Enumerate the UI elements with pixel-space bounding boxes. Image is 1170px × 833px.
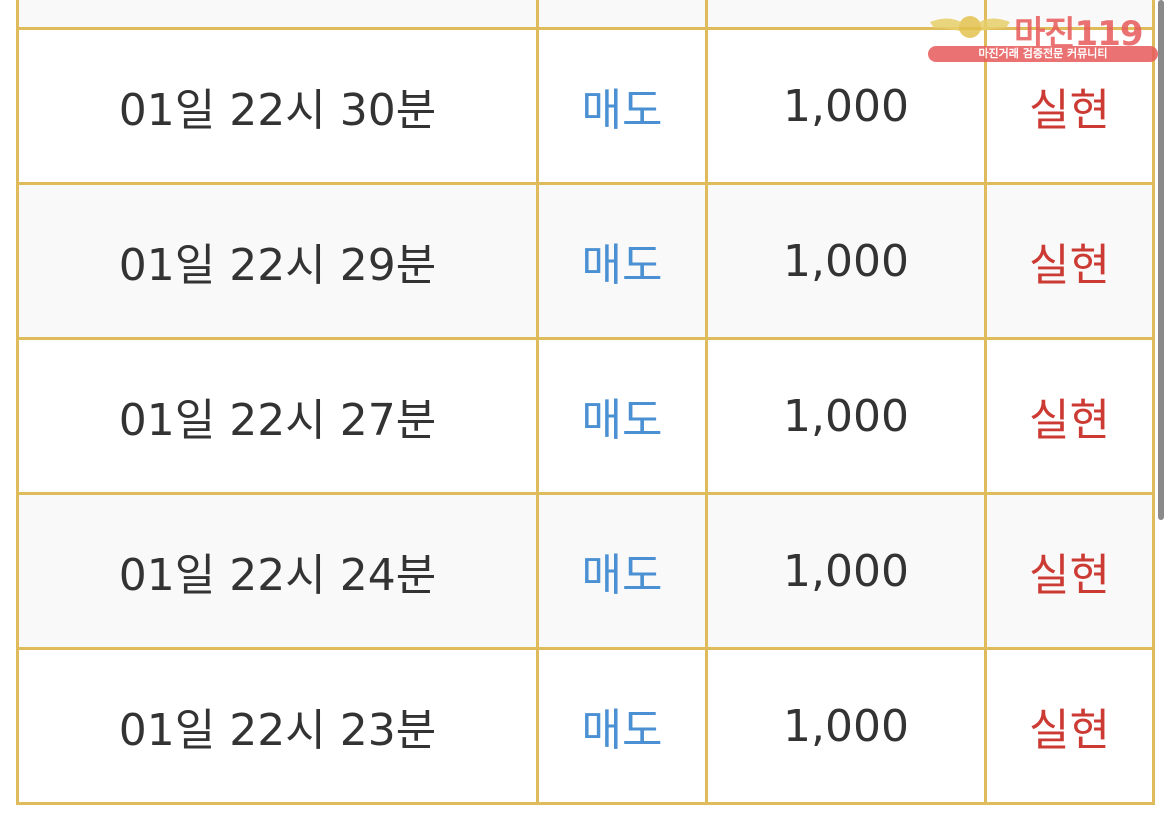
time-cell: 01일 22시 23분 (16, 647, 539, 805)
type-cell: 매도 (536, 492, 708, 650)
status-cell: 실현 (984, 492, 1155, 650)
table-row: 01일 22시 24분 매도 1,000 실현 (16, 492, 1155, 650)
amount-cell (705, 0, 987, 30)
status-cell: 실현 (984, 182, 1155, 340)
time-cell (16, 0, 539, 30)
time-cell: 01일 22시 24분 (16, 492, 539, 650)
eagle-emblem-icon (930, 16, 1010, 38)
type-cell: 매도 (536, 182, 708, 340)
table-row: 01일 22시 27분 매도 1,000 실현 (16, 337, 1155, 495)
amount-cell: 1,000 (705, 492, 987, 650)
amount-cell: 1,000 (705, 337, 987, 495)
time-cell: 01일 22시 27분 (16, 337, 539, 495)
status-cell: 실현 (984, 337, 1155, 495)
table-row: 01일 22시 23분 매도 1,000 실현 (16, 647, 1155, 805)
time-cell: 01일 22시 29분 (16, 182, 539, 340)
table-row (16, 0, 1155, 30)
trade-history-table: 01일 22시 30분 매도 1,000 실현 01일 22시 29분 매도 1… (16, 0, 1155, 805)
table-row: 01일 22시 30분 매도 1,000 실현 (16, 27, 1155, 185)
type-cell: 매도 (536, 27, 708, 185)
status-cell: 실현 (984, 647, 1155, 805)
type-cell: 매도 (536, 647, 708, 805)
amount-cell: 1,000 (705, 182, 987, 340)
status-cell (984, 0, 1155, 30)
amount-cell: 1,000 (705, 647, 987, 805)
type-cell (536, 0, 708, 30)
table-row: 01일 22시 29분 매도 1,000 실현 (16, 182, 1155, 340)
time-cell: 01일 22시 30분 (16, 27, 539, 185)
type-cell: 매도 (536, 337, 708, 495)
watermark-logo: 마진119 마진거래 검증전문 커뮤니티 (926, 6, 1160, 64)
logo-tagline: 마진거래 검증전문 커뮤니티 (928, 46, 1158, 62)
scrollbar[interactable] (1158, 0, 1164, 520)
